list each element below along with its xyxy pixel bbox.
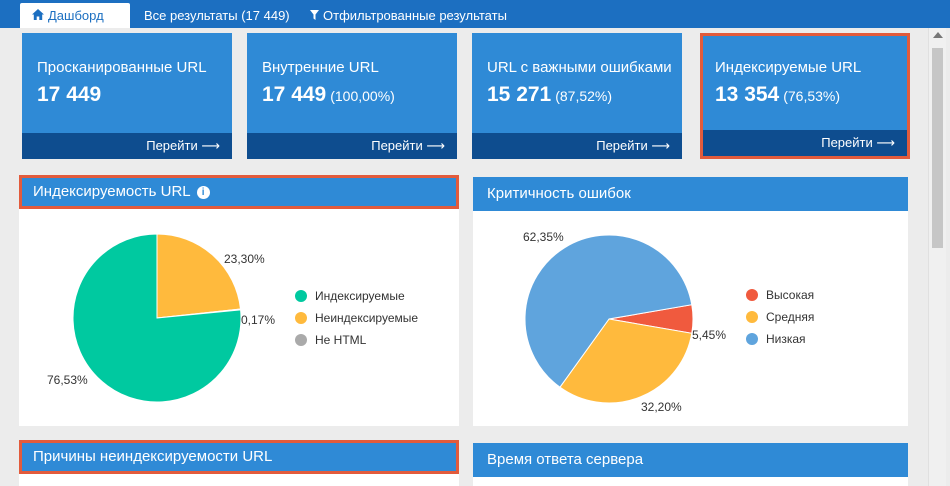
scroll-up-icon[interactable] <box>933 32 943 38</box>
card-title: Индексируемые URL <box>715 59 862 76</box>
panel-title: Время ответа сервера <box>473 443 908 477</box>
stat-card-indexable-urls: Индексируемые URL 13 354 (76,53%) Перейти… <box>700 33 910 159</box>
legend-item[interactable]: Низкая <box>746 328 814 350</box>
card-value: 17 449 <box>37 83 102 106</box>
card-title: URL с важными ошибками <box>487 59 672 76</box>
card-footer: Перейти ⟶ <box>22 133 232 159</box>
pie-slice-1[interactable] <box>72 233 242 403</box>
chart-legend: Индексируемые Неиндексируемые Не HTML <box>295 285 418 351</box>
tab-filtered-results[interactable]: Отфильтрованные результаты <box>310 3 507 28</box>
pie-slice-2[interactable] <box>156 233 242 319</box>
legend-dot <box>295 334 307 346</box>
arrow-right-icon: ⟶ <box>651 138 670 153</box>
card-value: 15 271 (87,52%) <box>487 83 613 106</box>
arrow-right-icon: ⟶ <box>201 138 220 153</box>
filter-icon <box>310 3 319 28</box>
legend-item[interactable]: Высокая <box>746 284 814 306</box>
arrow-right-icon: ⟶ <box>876 135 895 150</box>
legend-dot <box>746 289 758 301</box>
tab-label: Отфильтрованные результаты <box>323 8 507 23</box>
legend-dot <box>295 290 307 302</box>
pie-value-label: 0,17% <box>241 313 276 327</box>
panel-server-response-time: Время ответа сервера <box>473 443 908 486</box>
pie-value-label: 32,20% <box>641 400 682 414</box>
card-value: 17 449 (100,00%) <box>262 83 395 106</box>
legend-dot <box>746 311 758 323</box>
panel-title: Критичность ошибок <box>473 177 908 211</box>
card-footer: Перейти ⟶ <box>247 133 457 159</box>
card-value: 13 354 (76,53%) <box>715 83 841 106</box>
pie-value-label: 23,30% <box>224 252 265 266</box>
tab-dashboard[interactable]: Дашборд <box>20 3 130 28</box>
tab-all-results[interactable]: Все результаты (17 449) <box>144 3 290 28</box>
panel-non-indexability-reasons: Причины неиндексируемости URL <box>19 440 459 486</box>
vertical-scrollbar[interactable] <box>928 28 946 486</box>
card-footer: Перейти ⟶ <box>472 133 682 159</box>
scrollbar-thumb[interactable] <box>932 48 943 248</box>
panel-indexability: Индексируемость URL i 23,30% 0,17% 76,53%… <box>19 175 459 426</box>
pie-chart-indexability <box>72 233 242 403</box>
home-icon <box>32 3 44 28</box>
arrow-right-icon: ⟶ <box>426 138 445 153</box>
tab-label: Дашборд <box>48 8 104 23</box>
pie-value-label: 5,45% <box>692 328 727 342</box>
legend-item[interactable]: Неиндексируемые <box>295 307 418 329</box>
legend-item[interactable]: Индексируемые <box>295 285 418 307</box>
go-link[interactable]: Перейти ⟶ <box>146 138 220 153</box>
legend-dot <box>746 333 758 345</box>
stat-card-critical-error-urls: URL с важными ошибками 15 271 (87,52%) Пе… <box>472 33 682 159</box>
card-footer: Перейти ⟶ <box>703 130 907 156</box>
pie-slice-2[interactable] <box>559 318 693 404</box>
chart-legend: Высокая Средняя Низкая <box>746 284 814 350</box>
go-link[interactable]: Перейти ⟶ <box>596 138 670 153</box>
stat-card-internal-urls: Внутренние URL 17 449 (100,00%) Перейти ⟶ <box>247 33 457 159</box>
legend-item[interactable]: Средняя <box>746 306 814 328</box>
card-title: Внутренние URL <box>262 59 379 76</box>
tab-bar: Дашборд Все результаты (17 449) Отфильтр… <box>0 0 950 28</box>
tab-label: Все результаты (17 449) <box>144 8 290 23</box>
stat-card-crawled-urls: Просканированные URL 17 449 Перейти ⟶ <box>22 33 232 159</box>
panel-title: Причины неиндексируемости URL <box>19 440 459 474</box>
info-icon[interactable]: i <box>196 186 210 199</box>
card-title: Просканированные URL <box>37 59 207 76</box>
pie-chart-severity <box>524 234 694 404</box>
pie-value-label: 76,53% <box>47 373 88 387</box>
pie-value-label: 62,35% <box>523 230 564 244</box>
legend-dot <box>295 312 307 324</box>
go-link[interactable]: Перейти ⟶ <box>371 138 445 153</box>
pie-slice-3[interactable] <box>524 234 693 388</box>
go-link[interactable]: Перейти ⟶ <box>821 135 895 150</box>
panel-title: Индексируемость URL i <box>19 175 459 209</box>
panel-error-severity: Критичность ошибок 62,35% 5,45% 32,20% В… <box>473 177 908 426</box>
legend-item[interactable]: Не HTML <box>295 329 418 351</box>
